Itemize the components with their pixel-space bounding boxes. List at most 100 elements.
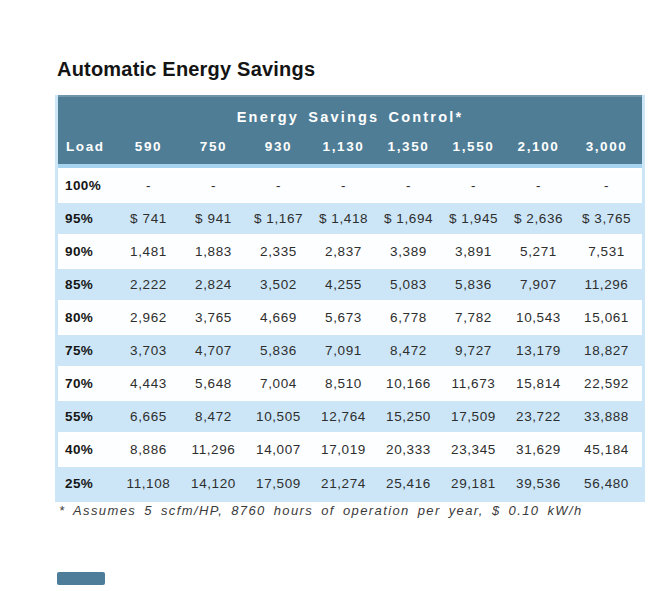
value-cell: 7,531	[571, 235, 642, 268]
value-cell: 6,778	[376, 301, 441, 334]
value-cell: 4,707	[181, 334, 246, 367]
value-cell: 12,764	[311, 400, 376, 433]
value-cell: 11,296	[571, 268, 642, 301]
value-cell: 3,891	[441, 235, 506, 268]
value-cell: 3,389	[376, 235, 441, 268]
table-group-header: Energy Savings Control*	[58, 96, 642, 136]
table-body: 100%--------95%$ 741$ 941$ 1,167$ 1,418$…	[58, 164, 642, 499]
value-cell: 5,083	[376, 268, 441, 301]
value-cell: 21,274	[311, 466, 376, 499]
table-row: 85%2,2222,8243,5024,2555,0835,8367,90711…	[58, 268, 642, 301]
value-cell: 14,007	[246, 433, 311, 466]
value-cell: $ 2,636	[506, 202, 571, 235]
value-cell: -	[376, 169, 441, 202]
value-cell: -	[441, 169, 506, 202]
value-cell: 5,836	[441, 268, 506, 301]
column-header: 1,550	[441, 136, 506, 164]
table-row: 80%2,9623,7654,6695,6736,7787,78210,5431…	[58, 301, 642, 334]
value-cell: -	[311, 169, 376, 202]
table-group-header-row: Energy Savings Control*	[58, 96, 642, 136]
column-header: 590	[116, 136, 181, 164]
table-row: 40%8,88611,29614,00717,01920,33323,34531…	[58, 433, 642, 466]
page-title: Automatic Energy Savings	[57, 58, 315, 81]
column-header: 930	[246, 136, 311, 164]
value-cell: 4,669	[246, 301, 311, 334]
value-cell: 31,629	[506, 433, 571, 466]
value-cell: 15,814	[506, 367, 571, 400]
column-header-load: Load	[58, 136, 116, 164]
table-row: 90%1,4811,8832,3352,8373,3893,8915,2717,…	[58, 235, 642, 268]
value-cell: 5,673	[311, 301, 376, 334]
value-cell: 2,222	[116, 268, 181, 301]
value-cell: 15,061	[571, 301, 642, 334]
value-cell: 25,416	[376, 466, 441, 499]
column-header: 2,100	[506, 136, 571, 164]
value-cell: 3,765	[181, 301, 246, 334]
table-row: 55%6,6658,47210,50512,76415,25017,50923,…	[58, 400, 642, 433]
energy-savings-table-container: Energy Savings Control* Load5907509301,1…	[55, 95, 645, 502]
value-cell: 7,004	[246, 367, 311, 400]
value-cell: 4,443	[116, 367, 181, 400]
value-cell: $ 1,694	[376, 202, 441, 235]
value-cell: -	[181, 169, 246, 202]
table-row: 75%3,7034,7075,8367,0918,4729,72713,1791…	[58, 334, 642, 367]
column-header-row: Load5907509301,1301,3501,5502,1003,000	[58, 136, 642, 164]
value-cell: $ 3,765	[571, 202, 642, 235]
value-cell: 2,824	[181, 268, 246, 301]
value-cell: 1,481	[116, 235, 181, 268]
value-cell: 7,907	[506, 268, 571, 301]
table-row: 70%4,4435,6487,0048,51010,16611,67315,81…	[58, 367, 642, 400]
load-cell: 100%	[58, 169, 116, 202]
value-cell: 23,345	[441, 433, 506, 466]
energy-savings-table: Energy Savings Control* Load5907509301,1…	[58, 95, 642, 499]
value-cell: 29,181	[441, 466, 506, 499]
value-cell: 17,509	[441, 400, 506, 433]
value-cell: 8,472	[181, 400, 246, 433]
value-cell: $ 1,167	[246, 202, 311, 235]
value-cell: 10,505	[246, 400, 311, 433]
column-header: 1,130	[311, 136, 376, 164]
value-cell: $ 941	[181, 202, 246, 235]
value-cell: 39,536	[506, 466, 571, 499]
value-cell: 1,883	[181, 235, 246, 268]
value-cell: 11,108	[116, 466, 181, 499]
value-cell: 7,091	[311, 334, 376, 367]
table-row: 100%--------	[58, 169, 642, 202]
page: Automatic Energy Savings Energy Savings …	[0, 0, 650, 591]
load-cell: 90%	[58, 235, 116, 268]
value-cell: 5,271	[506, 235, 571, 268]
value-cell: 5,836	[246, 334, 311, 367]
value-cell: 8,472	[376, 334, 441, 367]
value-cell: -	[246, 169, 311, 202]
value-cell: 11,673	[441, 367, 506, 400]
value-cell: 14,120	[181, 466, 246, 499]
load-cell: 40%	[58, 433, 116, 466]
value-cell: 13,179	[506, 334, 571, 367]
value-cell: 56,480	[571, 466, 642, 499]
value-cell: -	[506, 169, 571, 202]
bottom-accent-bar	[57, 572, 105, 585]
value-cell: -	[571, 169, 642, 202]
value-cell: 22,592	[571, 367, 642, 400]
value-cell: 8,510	[311, 367, 376, 400]
value-cell: 18,827	[571, 334, 642, 367]
value-cell: 9,727	[441, 334, 506, 367]
value-cell: $ 1,418	[311, 202, 376, 235]
value-cell: 10,166	[376, 367, 441, 400]
load-cell: 85%	[58, 268, 116, 301]
load-cell: 75%	[58, 334, 116, 367]
value-cell: 23,722	[506, 400, 571, 433]
value-cell: 15,250	[376, 400, 441, 433]
load-cell: 80%	[58, 301, 116, 334]
table-row: 95%$ 741$ 941$ 1,167$ 1,418$ 1,694$ 1,94…	[58, 202, 642, 235]
table-row: 25%11,10814,12017,50921,27425,41629,1813…	[58, 466, 642, 499]
load-cell: 55%	[58, 400, 116, 433]
value-cell: -	[116, 169, 181, 202]
column-header: 3,000	[571, 136, 642, 164]
load-cell: 95%	[58, 202, 116, 235]
value-cell: 2,335	[246, 235, 311, 268]
column-header: 1,350	[376, 136, 441, 164]
value-cell: $ 741	[116, 202, 181, 235]
load-cell: 70%	[58, 367, 116, 400]
footnote: * Assumes 5 scfm/HP, 8760 hours of opera…	[59, 503, 583, 518]
